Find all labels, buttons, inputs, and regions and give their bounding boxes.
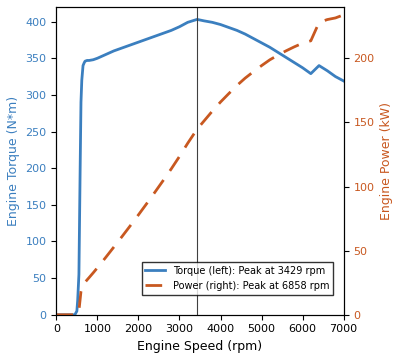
Torque (left): Peak at 3429 rpm: (3.8e+03, 399): Peak at 3429 rpm: (3.8e+03, 399): [210, 20, 215, 24]
Torque (left): Peak at 3429 rpm: (4.2e+03, 392): Peak at 3429 rpm: (4.2e+03, 392): [226, 25, 231, 30]
Line: Torque (left): Peak at 3429 rpm: Torque (left): Peak at 3429 rpm: [56, 19, 344, 315]
Power (right): Peak at 6858 rpm: (1e+03, 36.7): Peak at 6858 rpm: (1e+03, 36.7): [95, 266, 100, 270]
Torque (left): Peak at 3429 rpm: (3.2e+03, 399): Peak at 3429 rpm: (3.2e+03, 399): [185, 20, 190, 24]
Power (right): Peak at 6858 rpm: (6.2e+03, 214): Peak at 6858 rpm: (6.2e+03, 214): [308, 39, 313, 43]
Torque (left): Peak at 3429 rpm: (800, 347): Peak at 3429 rpm: (800, 347): [87, 58, 92, 63]
Torque (left): Peak at 3429 rpm: (1.8e+03, 368): Peak at 3429 rpm: (1.8e+03, 368): [128, 43, 133, 47]
X-axis label: Engine Speed (rpm): Engine Speed (rpm): [138, 340, 262, 353]
Power (right): Peak at 6858 rpm: (4.6e+03, 184): Peak at 6858 rpm: (4.6e+03, 184): [243, 76, 248, 80]
Line: Power (right): Peak at 6858 rpm: Power (right): Peak at 6858 rpm: [56, 15, 344, 315]
Torque (left): Peak at 3429 rpm: (6.2e+03, 329): Peak at 3429 rpm: (6.2e+03, 329): [308, 72, 313, 76]
Power (right): Peak at 6858 rpm: (2.2e+03, 86.6): Peak at 6858 rpm: (2.2e+03, 86.6): [144, 202, 149, 206]
Power (right): Peak at 6858 rpm: (680, 24.5): Peak at 6858 rpm: (680, 24.5): [82, 281, 87, 285]
Torque (left): Peak at 3429 rpm: (4.8e+03, 377): Peak at 3429 rpm: (4.8e+03, 377): [251, 36, 256, 41]
Torque (left): Peak at 3429 rpm: (450, 0): Peak at 3429 rpm: (450, 0): [72, 312, 77, 317]
Torque (left): Peak at 3429 rpm: (600, 290): Peak at 3429 rpm: (600, 290): [78, 100, 83, 104]
Torque (left): Peak at 3429 rpm: (6.4e+03, 340): Peak at 3429 rpm: (6.4e+03, 340): [317, 63, 322, 68]
Torque (left): Peak at 3429 rpm: (2.6e+03, 384): Peak at 3429 rpm: (2.6e+03, 384): [161, 31, 166, 36]
Power (right): Peak at 6858 rpm: (6.4e+03, 228): Peak at 6858 rpm: (6.4e+03, 228): [317, 21, 322, 25]
Power (right): Peak at 6858 rpm: (3.43e+03, 145): Peak at 6858 rpm: (3.43e+03, 145): [195, 127, 200, 131]
Power (right): Peak at 6858 rpm: (1.2e+03, 44.6): Peak at 6858 rpm: (1.2e+03, 44.6): [103, 255, 108, 260]
Power (right): Peak at 6858 rpm: (450, 0): Peak at 6858 rpm: (450, 0): [72, 312, 77, 317]
Power (right): Peak at 6858 rpm: (3.6e+03, 151): Peak at 6858 rpm: (3.6e+03, 151): [202, 119, 206, 123]
Power (right): Peak at 6858 rpm: (6.8e+03, 231): Peak at 6858 rpm: (6.8e+03, 231): [333, 16, 338, 20]
Power (right): Peak at 6858 rpm: (1.6e+03, 61): Peak at 6858 rpm: (1.6e+03, 61): [120, 234, 124, 239]
Power (right): Peak at 6858 rpm: (800, 29.1): Peak at 6858 rpm: (800, 29.1): [87, 275, 92, 280]
Power (right): Peak at 6858 rpm: (3e+03, 123): Peak at 6858 rpm: (3e+03, 123): [177, 154, 182, 158]
Y-axis label: Engine Power (kW): Engine Power (kW): [380, 102, 393, 220]
Power (right): Peak at 6858 rpm: (6.6e+03, 230): Peak at 6858 rpm: (6.6e+03, 230): [325, 17, 330, 22]
Torque (left): Peak at 3429 rpm: (2.8e+03, 388): Peak at 3429 rpm: (2.8e+03, 388): [169, 28, 174, 32]
Power (right): Peak at 6858 rpm: (900, 32.8): Peak at 6858 rpm: (900, 32.8): [91, 271, 96, 275]
Torque (left): Peak at 3429 rpm: (650, 340): Peak at 3429 rpm: (650, 340): [81, 63, 86, 68]
Torque (left): Peak at 3429 rpm: (580, 200): Peak at 3429 rpm: (580, 200): [78, 166, 82, 170]
Power (right): Peak at 6858 rpm: (4.4e+03, 179): Peak at 6858 rpm: (4.4e+03, 179): [234, 83, 239, 87]
Torque (left): Peak at 3429 rpm: (4e+03, 396): Peak at 3429 rpm: (4e+03, 396): [218, 22, 223, 27]
Power (right): Peak at 6858 rpm: (3.8e+03, 159): Peak at 6858 rpm: (3.8e+03, 159): [210, 109, 215, 113]
Torque (left): Peak at 3429 rpm: (1.6e+03, 364): Peak at 3429 rpm: (1.6e+03, 364): [120, 46, 124, 50]
Torque (left): Peak at 3429 rpm: (7e+03, 319): Peak at 3429 rpm: (7e+03, 319): [341, 79, 346, 83]
Power (right): Peak at 6858 rpm: (4e+03, 166): Peak at 6858 rpm: (4e+03, 166): [218, 100, 223, 104]
Torque (left): Peak at 3429 rpm: (5.2e+03, 365): Peak at 3429 rpm: (5.2e+03, 365): [267, 45, 272, 49]
Power (right): Peak at 6858 rpm: (5.4e+03, 202): Peak at 6858 rpm: (5.4e+03, 202): [276, 53, 280, 57]
Power (right): Peak at 6858 rpm: (620, 20.8): Peak at 6858 rpm: (620, 20.8): [79, 286, 84, 290]
Torque (left): Peak at 3429 rpm: (1e+03, 350): Peak at 3429 rpm: (1e+03, 350): [95, 56, 100, 60]
Power (right): Peak at 6858 rpm: (5.2e+03, 199): Peak at 6858 rpm: (5.2e+03, 199): [267, 58, 272, 62]
Torque (left): Peak at 3429 rpm: (750, 347): Peak at 3429 rpm: (750, 347): [85, 58, 90, 63]
Power (right): Peak at 6858 rpm: (600, 18.2): Peak at 6858 rpm: (600, 18.2): [78, 289, 83, 293]
Power (right): Peak at 6858 rpm: (1.4e+03, 52.8): Peak at 6858 rpm: (1.4e+03, 52.8): [112, 245, 116, 249]
Power (right): Peak at 6858 rpm: (750, 27.3): Peak at 6858 rpm: (750, 27.3): [85, 278, 90, 282]
Power (right): Peak at 6858 rpm: (5e+03, 194): Peak at 6858 rpm: (5e+03, 194): [259, 63, 264, 68]
Torque (left): Peak at 3429 rpm: (6.8e+03, 325): Peak at 3429 rpm: (6.8e+03, 325): [333, 75, 338, 79]
Torque (left): Peak at 3429 rpm: (680, 344): Peak at 3429 rpm: (680, 344): [82, 60, 87, 65]
Power (right): Peak at 6858 rpm: (700, 25.4): Peak at 6858 rpm: (700, 25.4): [83, 280, 88, 284]
Power (right): Peak at 6858 rpm: (650, 23.1): Peak at 6858 rpm: (650, 23.1): [81, 283, 86, 287]
Torque (left): Peak at 3429 rpm: (6e+03, 337): Peak at 3429 rpm: (6e+03, 337): [300, 66, 305, 70]
Torque (left): Peak at 3429 rpm: (2e+03, 372): Peak at 3429 rpm: (2e+03, 372): [136, 40, 141, 44]
Torque (left): Peak at 3429 rpm: (5.8e+03, 344): Peak at 3429 rpm: (5.8e+03, 344): [292, 60, 297, 65]
Power (right): Peak at 6858 rpm: (2.8e+03, 114): Peak at 6858 rpm: (2.8e+03, 114): [169, 167, 174, 171]
Power (right): Peak at 6858 rpm: (1.8e+03, 69.4): Peak at 6858 rpm: (1.8e+03, 69.4): [128, 224, 133, 228]
Power (right): Peak at 6858 rpm: (550, 3.17): Peak at 6858 rpm: (550, 3.17): [76, 309, 81, 313]
Torque (left): Peak at 3429 rpm: (550, 55): Peak at 3429 rpm: (550, 55): [76, 272, 81, 276]
Power (right): Peak at 6858 rpm: (0, 0): Peak at 6858 rpm: (0, 0): [54, 312, 59, 317]
Power (right): Peak at 6858 rpm: (520, 1.09): Peak at 6858 rpm: (520, 1.09): [75, 311, 80, 316]
Torque (left): Peak at 3429 rpm: (4.6e+03, 383): Peak at 3429 rpm: (4.6e+03, 383): [243, 32, 248, 36]
Torque (left): Peak at 3429 rpm: (5.6e+03, 351): Peak at 3429 rpm: (5.6e+03, 351): [284, 55, 288, 60]
Power (right): Peak at 6858 rpm: (5.6e+03, 206): Peak at 6858 rpm: (5.6e+03, 206): [284, 49, 288, 53]
Torque (left): Peak at 3429 rpm: (700, 346): Peak at 3429 rpm: (700, 346): [83, 59, 88, 63]
Torque (left): Peak at 3429 rpm: (3e+03, 393): Peak at 3429 rpm: (3e+03, 393): [177, 24, 182, 29]
Power (right): Peak at 6858 rpm: (500, 0.262): Peak at 6858 rpm: (500, 0.262): [74, 312, 79, 316]
Torque (left): Peak at 3429 rpm: (6.6e+03, 333): Peak at 3429 rpm: (6.6e+03, 333): [325, 68, 330, 73]
Torque (left): Peak at 3429 rpm: (2.2e+03, 376): Peak at 3429 rpm: (2.2e+03, 376): [144, 37, 149, 41]
Torque (left): Peak at 3429 rpm: (1.2e+03, 355): Peak at 3429 rpm: (1.2e+03, 355): [103, 53, 108, 57]
Power (right): Peak at 6858 rpm: (3.2e+03, 134): Peak at 6858 rpm: (3.2e+03, 134): [185, 141, 190, 145]
Torque (left): Peak at 3429 rpm: (500, 5): Peak at 3429 rpm: (500, 5): [74, 309, 79, 313]
Power (right): Peak at 6858 rpm: (5.8e+03, 209): Peak at 6858 rpm: (5.8e+03, 209): [292, 45, 297, 49]
Torque (left): Peak at 3429 rpm: (1.4e+03, 360): Peak at 3429 rpm: (1.4e+03, 360): [112, 49, 116, 53]
Power (right): Peak at 6858 rpm: (7e+03, 234): Peak at 6858 rpm: (7e+03, 234): [341, 13, 346, 17]
Power (right): Peak at 6858 rpm: (580, 12.1): Peak at 6858 rpm: (580, 12.1): [78, 297, 82, 301]
Torque (left): Peak at 3429 rpm: (520, 20): Peak at 3429 rpm: (520, 20): [75, 298, 80, 302]
Power (right): Peak at 6858 rpm: (6e+03, 212): Peak at 6858 rpm: (6e+03, 212): [300, 41, 305, 45]
Torque (left): Peak at 3429 rpm: (3.6e+03, 401): Peak at 3429 rpm: (3.6e+03, 401): [202, 19, 206, 23]
Torque (left): Peak at 3429 rpm: (0, 0): Peak at 3429 rpm: (0, 0): [54, 312, 59, 317]
Power (right): Peak at 6858 rpm: (2.4e+03, 95.5): Peak at 6858 rpm: (2.4e+03, 95.5): [152, 190, 157, 194]
Power (right): Peak at 6858 rpm: (2.6e+03, 105): Peak at 6858 rpm: (2.6e+03, 105): [161, 179, 166, 183]
Torque (left): Peak at 3429 rpm: (5.4e+03, 358): Peak at 3429 rpm: (5.4e+03, 358): [276, 50, 280, 55]
Torque (left): Peak at 3429 rpm: (5e+03, 371): Peak at 3429 rpm: (5e+03, 371): [259, 41, 264, 45]
Torque (left): Peak at 3429 rpm: (3.43e+03, 403): Peak at 3429 rpm: (3.43e+03, 403): [195, 17, 200, 22]
Power (right): Peak at 6858 rpm: (2e+03, 77.9): Peak at 6858 rpm: (2e+03, 77.9): [136, 213, 141, 217]
Power (right): Peak at 6858 rpm: (4.2e+03, 172): Peak at 6858 rpm: (4.2e+03, 172): [226, 91, 231, 96]
Torque (left): Peak at 3429 rpm: (4.4e+03, 388): Peak at 3429 rpm: (4.4e+03, 388): [234, 28, 239, 32]
Y-axis label: Engine Torque (N*m): Engine Torque (N*m): [7, 96, 20, 226]
Torque (left): Peak at 3429 rpm: (2.4e+03, 380): Peak at 3429 rpm: (2.4e+03, 380): [152, 34, 157, 39]
Torque (left): Peak at 3429 rpm: (620, 320): Peak at 3429 rpm: (620, 320): [79, 78, 84, 82]
Legend: Torque (left): Peak at 3429 rpm, Power (right): Peak at 6858 rpm: Torque (left): Peak at 3429 rpm, Power (…: [142, 262, 333, 294]
Power (right): Peak at 6858 rpm: (4.8e+03, 190): Peak at 6858 rpm: (4.8e+03, 190): [251, 69, 256, 74]
Torque (left): Peak at 3429 rpm: (900, 348): Peak at 3429 rpm: (900, 348): [91, 58, 96, 62]
